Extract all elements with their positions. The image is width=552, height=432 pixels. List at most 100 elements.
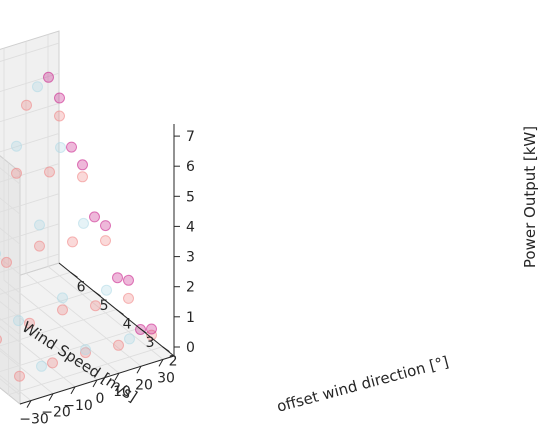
y-axis-label: offset wind direction [°] — [275, 353, 451, 416]
series-1-point — [1, 256, 12, 268]
z-grid-line-left — [0, 317, 21, 336]
y-tick-mark — [26, 400, 32, 408]
y-grid-line-floor — [47, 266, 164, 360]
series-1-point — [44, 166, 55, 178]
y-tick-label: −30 — [19, 412, 49, 428]
y-tick-mark — [114, 372, 120, 381]
z-grid-line-back — [0, 72, 60, 93]
series-3-point — [112, 272, 123, 284]
z-axis-label: Power Output [kW] — [521, 126, 539, 268]
z-tick-label: 7 — [186, 129, 195, 145]
x-tick-mark — [116, 309, 124, 315]
z-tick-label: 2 — [186, 280, 195, 296]
z-tick-label: 0 — [186, 340, 195, 356]
z-tick-label: 6 — [186, 159, 195, 175]
z-grid-line-left — [0, 197, 21, 215]
series-2-point — [78, 217, 89, 229]
y-tick-mark — [70, 386, 76, 395]
series-3-point — [89, 211, 100, 223]
y-tick-label: 0 — [96, 391, 105, 407]
series-1-point — [34, 240, 45, 252]
series-3-point — [43, 71, 54, 83]
y-tick-label: 10 — [113, 384, 131, 400]
z-grid-line-left — [0, 227, 21, 245]
z-grid-line-left — [0, 287, 21, 305]
y-grid-line-floor — [3, 279, 120, 374]
series-1-point — [113, 339, 124, 351]
series-1-point — [57, 304, 68, 316]
left-wall-pane — [0, 155, 21, 406]
series-2-point — [32, 81, 43, 93]
x-tick-mark — [162, 346, 170, 353]
series-2-point — [0, 250, 1, 257]
grid-lines — [0, 34, 164, 401]
series-2-point — [124, 333, 135, 345]
y-tick-mark — [136, 366, 142, 374]
z-grid-line-left — [0, 257, 21, 275]
z-tick-label: 3 — [186, 250, 195, 266]
x-tick-mark — [93, 290, 101, 297]
y-tick-mark — [92, 379, 98, 388]
y-grid-line-floor — [0, 300, 98, 381]
series-1-point — [123, 292, 134, 304]
series-3-point — [77, 159, 88, 171]
z-tick-label: 1 — [186, 310, 195, 326]
series-2-point — [101, 284, 112, 296]
series-1-point — [77, 171, 88, 183]
z-grid-line-back — [0, 163, 60, 183]
series-2-point — [11, 140, 22, 152]
series-2-point — [80, 344, 91, 356]
x-tick-mark — [70, 271, 78, 278]
z-grid-line-left — [0, 167, 21, 185]
x-grid-line-floor — [0, 271, 71, 295]
series-1-point — [11, 167, 22, 179]
series-1-point — [54, 110, 65, 122]
z-grid-line-back — [0, 132, 60, 153]
series-2-point — [55, 142, 66, 153]
series-1-point — [90, 300, 101, 312]
z-tick-label: 4 — [186, 219, 195, 235]
y-grid-line-floor — [0, 325, 76, 388]
series-1-point — [146, 329, 157, 341]
x-tick-label: 2 — [169, 354, 178, 370]
x-tick-label: 3 — [146, 335, 155, 351]
z-grid-line-back — [0, 102, 60, 123]
z-grid-line-left — [0, 378, 21, 396]
x-tick-mark — [139, 327, 147, 334]
series-2-point — [13, 315, 24, 327]
series-2-point — [57, 292, 68, 304]
axis-panes — [0, 30, 176, 406]
z-grid-line-left — [0, 348, 21, 366]
series-3-point — [123, 274, 134, 286]
series-1-point — [21, 99, 32, 111]
series-1-point — [80, 347, 91, 359]
y-tick-mark — [158, 359, 164, 367]
x-tick-label: 5 — [100, 298, 109, 314]
z-grid-line-back — [0, 42, 60, 62]
y-tick-mark — [48, 393, 54, 401]
x-tick-label: 4 — [123, 317, 132, 333]
series-1-point — [100, 235, 111, 247]
series-3-point — [66, 141, 77, 153]
series-3-point — [146, 323, 157, 335]
z-tick-label: 5 — [186, 189, 195, 205]
series-1-point — [47, 357, 58, 369]
y-grid-line-floor — [0, 374, 32, 401]
y-tick-label: 30 — [157, 370, 175, 386]
y-grid-line-floor — [0, 350, 54, 395]
series-2-point — [36, 360, 47, 372]
series-3-point — [100, 220, 111, 232]
z-grid-line-back — [0, 223, 60, 243]
series-1-point — [24, 317, 35, 329]
z-grid-line-back — [0, 253, 60, 273]
series-3-point — [54, 92, 65, 104]
y-tick-label: 20 — [135, 377, 153, 393]
z-grid-line-back — [0, 193, 60, 213]
data-points — [0, 71, 157, 382]
y-tick-label: −10 — [63, 398, 93, 414]
y-tick-label: −20 — [41, 405, 71, 421]
series-1-point — [67, 236, 78, 248]
series-1-point — [0, 335, 2, 344]
